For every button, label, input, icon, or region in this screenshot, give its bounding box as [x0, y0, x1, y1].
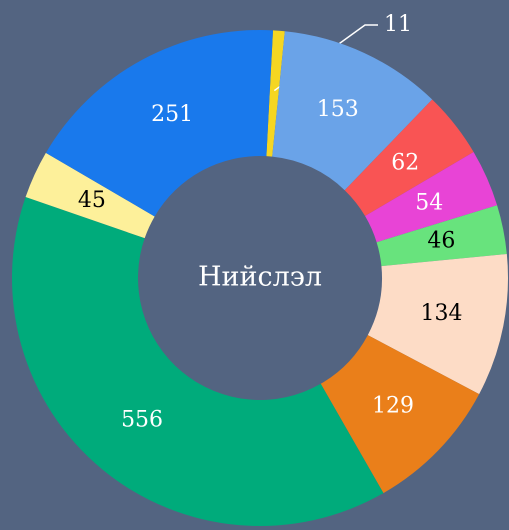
center-label: Нийслэл — [198, 262, 322, 293]
donut-slice — [367, 253, 509, 395]
donut-slice — [45, 29, 273, 217]
data-label: 11 — [384, 12, 412, 37]
donut-slice — [344, 99, 474, 217]
data-label: 45 — [78, 188, 106, 213]
donut-slice — [365, 151, 498, 243]
data-label: 62 — [391, 150, 419, 175]
donut-slice — [12, 197, 384, 526]
data-label: 134 — [420, 301, 462, 326]
data-label: 556 — [121, 408, 163, 433]
donut-slice — [320, 335, 480, 494]
donut-slice — [266, 30, 285, 157]
donut-slice — [376, 205, 507, 267]
data-label: 46 — [427, 229, 455, 254]
data-label: 251 — [151, 102, 193, 127]
data-label: 54 — [415, 190, 443, 215]
donut-slice — [25, 152, 155, 239]
data-label: 129 — [372, 394, 414, 419]
data-label: 153 — [317, 97, 359, 122]
donut-slice — [272, 31, 433, 191]
